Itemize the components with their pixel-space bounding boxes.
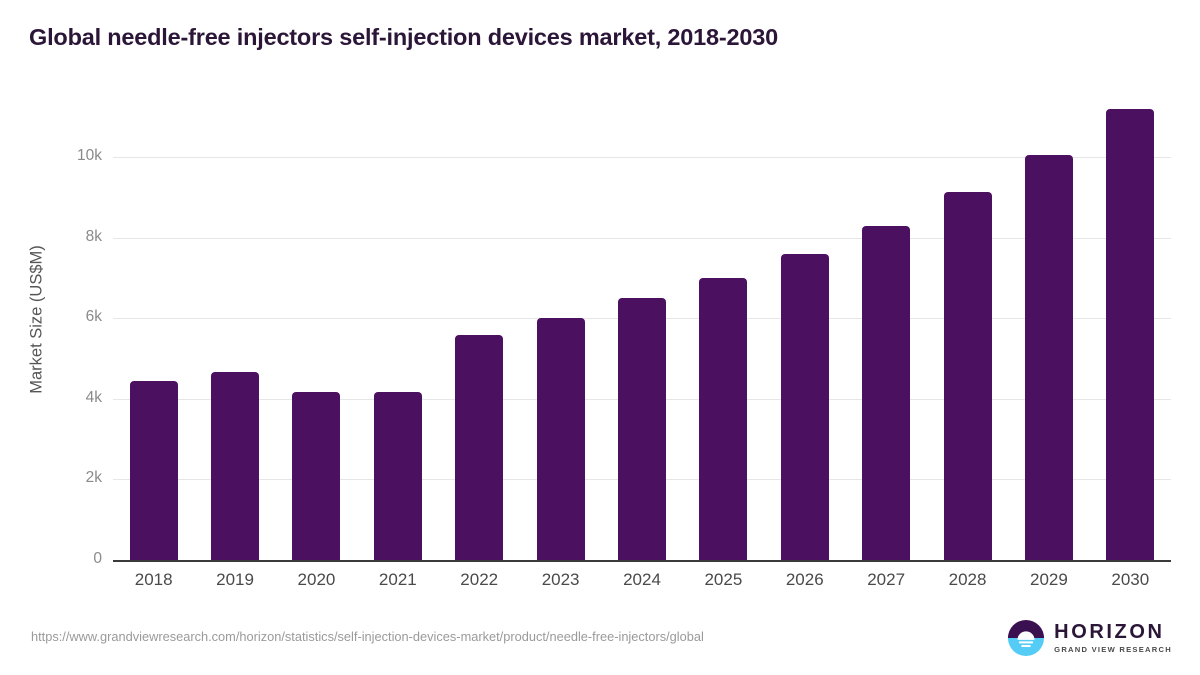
- bar[interactable]: [536, 317, 585, 560]
- bar[interactable]: [699, 278, 748, 560]
- x-tick-label: 2023: [541, 570, 580, 589]
- bar[interactable]: [943, 191, 992, 560]
- horizon-logo-icon: [1008, 619, 1045, 657]
- x-tick-label: 2030: [1111, 570, 1150, 589]
- source-url[interactable]: https://www.grandviewresearch.com/horizo…: [31, 629, 704, 644]
- x-tick-label: 2029: [1030, 570, 1068, 589]
- bar[interactable]: [780, 253, 829, 560]
- bar[interactable]: [862, 225, 911, 560]
- x-tick-label: 2024: [623, 570, 661, 589]
- x-tick-label: 2028: [948, 570, 987, 589]
- bar[interactable]: [373, 391, 422, 560]
- bar[interactable]: [129, 380, 178, 560]
- x-tick-label: 2021: [378, 570, 417, 589]
- y-tick-label: 0: [93, 550, 102, 567]
- x-tick-label: 2027: [867, 570, 906, 589]
- x-tick-label: 2020: [297, 570, 336, 589]
- horizon-logo[interactable]: HORIZON GRAND VIEW RESEARCH: [1007, 618, 1172, 658]
- y-tick-label: 2k: [85, 469, 102, 487]
- bar[interactable]: [455, 334, 504, 560]
- page-title: Global needle-free injectors self-inject…: [29, 24, 778, 50]
- x-axis-line: [113, 560, 1171, 562]
- x-tick-label: 2022: [460, 570, 499, 589]
- gridline: [113, 157, 1171, 158]
- y-tick-label: 4k: [85, 388, 102, 406]
- bar[interactable]: [1024, 154, 1073, 560]
- x-tick-label: 2018: [134, 570, 173, 589]
- bar[interactable]: [1106, 109, 1155, 560]
- x-tick-label: 2025: [704, 570, 743, 589]
- horizon-logo-text: HORIZON GRAND VIEW RESEARCH: [1054, 622, 1172, 654]
- bar[interactable]: [292, 391, 341, 560]
- x-tick-label: 2019: [216, 570, 254, 589]
- bar[interactable]: [211, 371, 260, 560]
- logo-tagline: GRAND VIEW RESEARCH: [1054, 645, 1172, 655]
- y-tick-label: 10k: [77, 147, 102, 164]
- logo-wordmark: HORIZON: [1054, 621, 1165, 644]
- y-tick-label: 6k: [85, 308, 102, 326]
- y-tick-label: 8k: [85, 227, 102, 245]
- bar[interactable]: [618, 298, 666, 560]
- x-tick-label: 2026: [785, 570, 824, 589]
- gridline: [113, 237, 1171, 239]
